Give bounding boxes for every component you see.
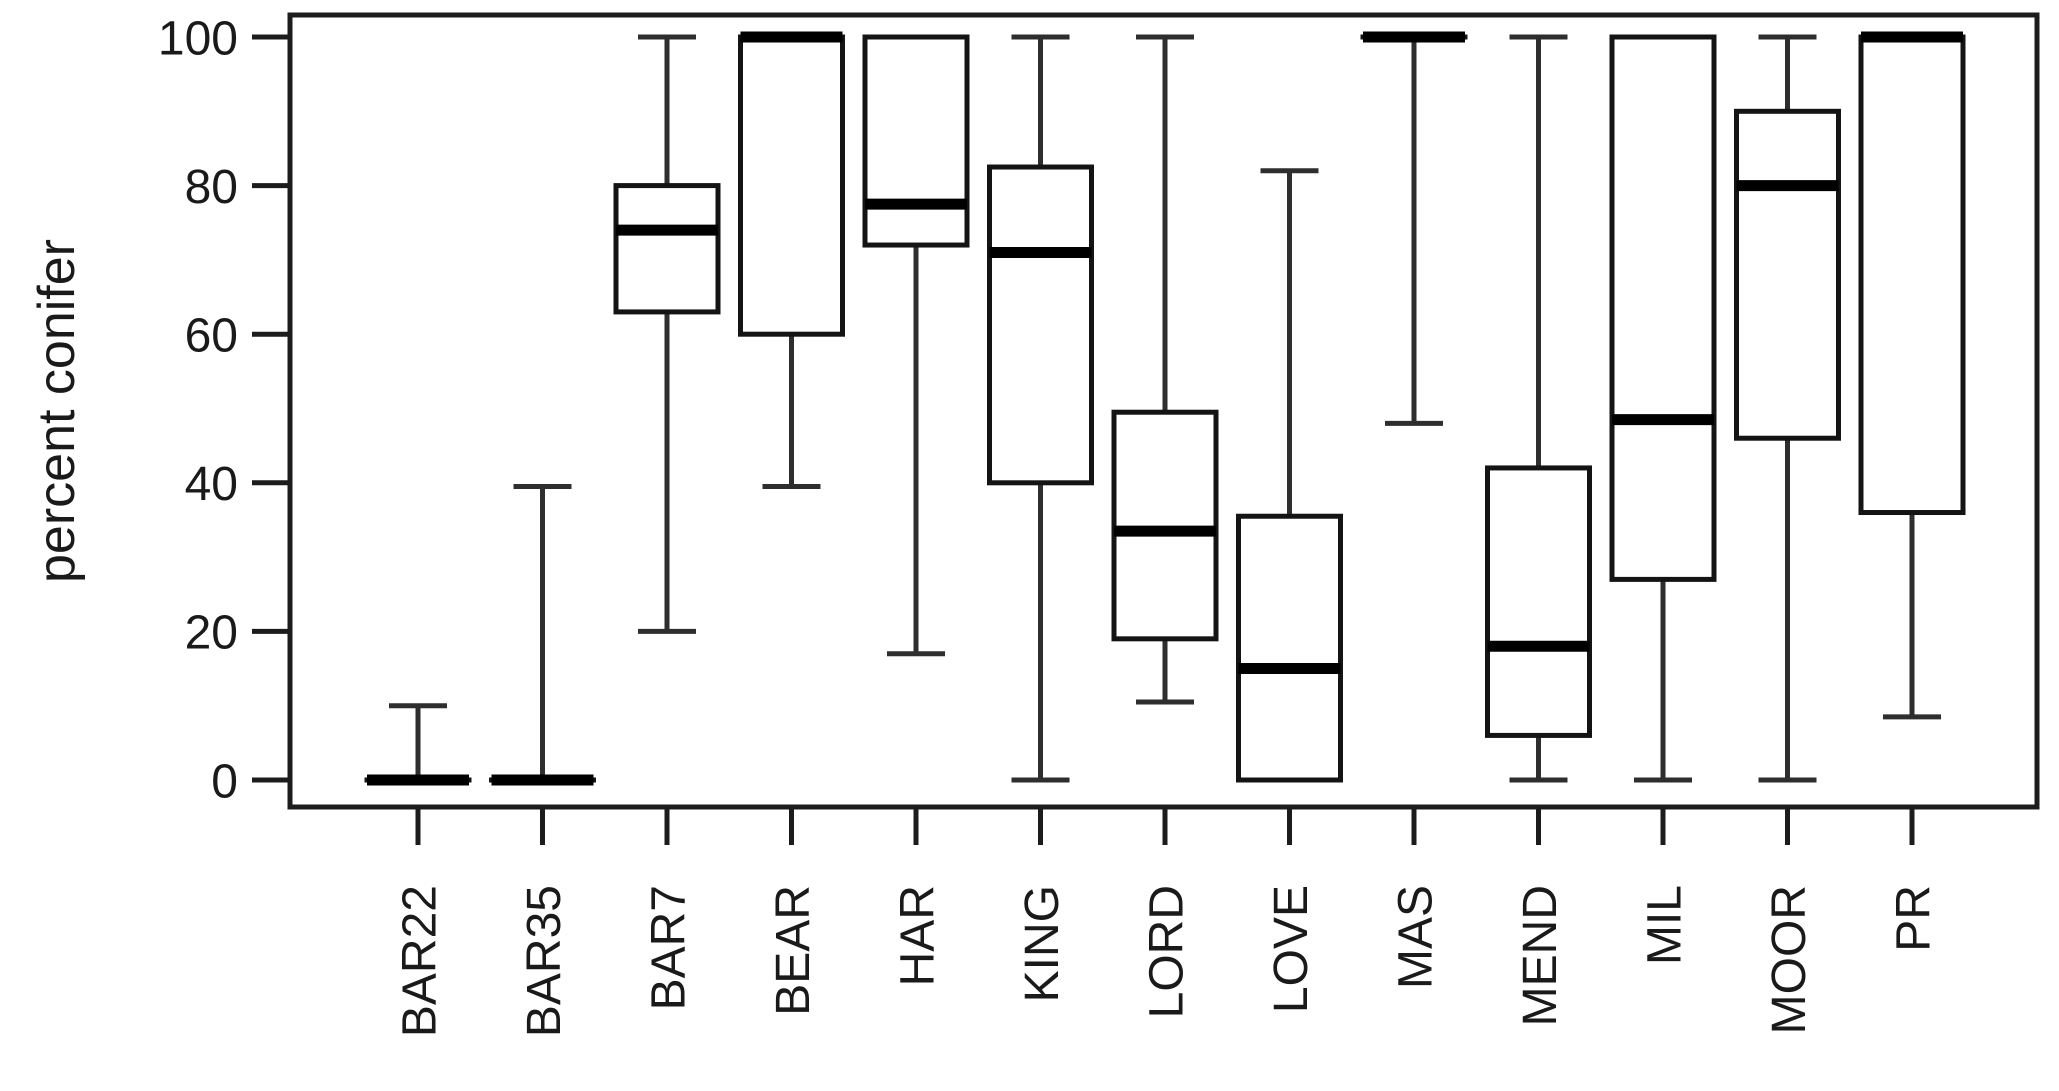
y-tick-label: 0: [211, 755, 238, 808]
y-tick-label: 60: [185, 309, 238, 362]
category-label-BAR7: BAR7: [642, 885, 695, 1010]
y-tick-label: 20: [185, 607, 238, 660]
y-tick-label: 40: [185, 458, 238, 511]
box-KING: [987, 164, 1094, 486]
category-label-BEAR: BEAR: [767, 885, 820, 1016]
box-LOVE: [1236, 513, 1343, 783]
category-label-PR: PR: [1887, 885, 1940, 952]
box-BEAR: [738, 34, 845, 337]
category-label-MAS: MAS: [1389, 885, 1442, 989]
box-HAR: [862, 34, 970, 248]
category-label-HAR: HAR: [891, 885, 944, 986]
category-label-LOVE: LOVE: [1265, 885, 1318, 1013]
category-label-MOOR: MOOR: [1763, 885, 1816, 1034]
box-PR: [1858, 34, 1966, 516]
category-label-BAR35: BAR35: [518, 885, 571, 1037]
box-MIL: [1609, 34, 1717, 582]
box-MEND: [1485, 465, 1592, 738]
category-label-MIL: MIL: [1638, 885, 1691, 965]
category-label-BAR22: BAR22: [393, 885, 446, 1037]
box-LORD: [1111, 409, 1219, 642]
box-MOOR: [1734, 108, 1841, 441]
category-label-LORD: LORD: [1140, 885, 1193, 1018]
category-label-KING: KING: [1016, 885, 1069, 1002]
category-label-MEND: MEND: [1514, 885, 1567, 1026]
y-tick-label: 80: [185, 161, 238, 214]
y-tick-label: 100: [158, 12, 238, 65]
box-BAR7: [613, 183, 721, 315]
